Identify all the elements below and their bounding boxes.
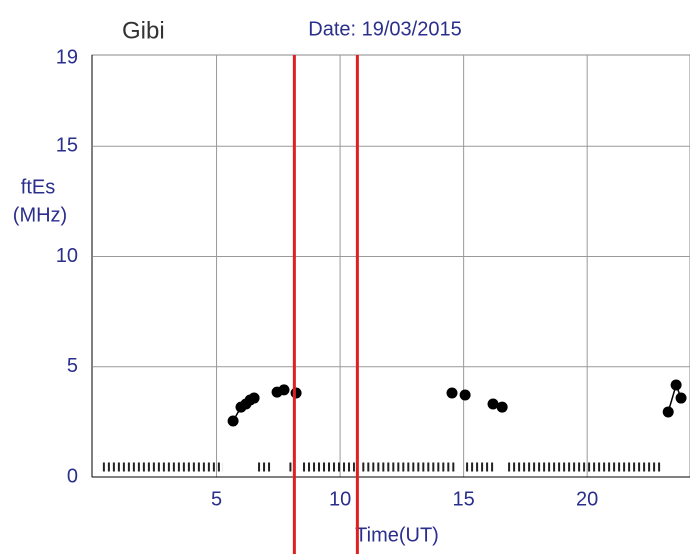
point <box>670 379 682 391</box>
x-tick-label: 20 <box>576 488 598 510</box>
point <box>662 406 674 418</box>
point <box>446 387 458 399</box>
y-axis-label: ftEs <box>21 176 55 198</box>
point <box>459 389 471 401</box>
point <box>278 384 290 396</box>
y-tick-label: 19 <box>56 46 78 68</box>
y-axis-label: (MHz) <box>13 204 67 226</box>
x-tick-label: 5 <box>211 488 222 510</box>
y-tick-label: 10 <box>56 245 78 267</box>
point <box>248 392 260 404</box>
point <box>675 392 687 404</box>
point <box>487 398 499 410</box>
y-tick-label: 5 <box>67 355 78 377</box>
x-tick-label: 15 <box>453 488 475 510</box>
point <box>290 387 302 399</box>
chart-title: Date: 19/03/2015 <box>308 18 461 40</box>
x-axis-label: Time(UT) <box>355 524 439 546</box>
plot-area <box>91 54 690 478</box>
station-name: Gibi <box>122 17 165 44</box>
point <box>496 401 508 413</box>
y-tick-label: 15 <box>56 134 78 156</box>
x-tick-label: 10 <box>329 488 351 510</box>
point <box>227 415 239 427</box>
y-tick-label: 0 <box>67 465 78 487</box>
